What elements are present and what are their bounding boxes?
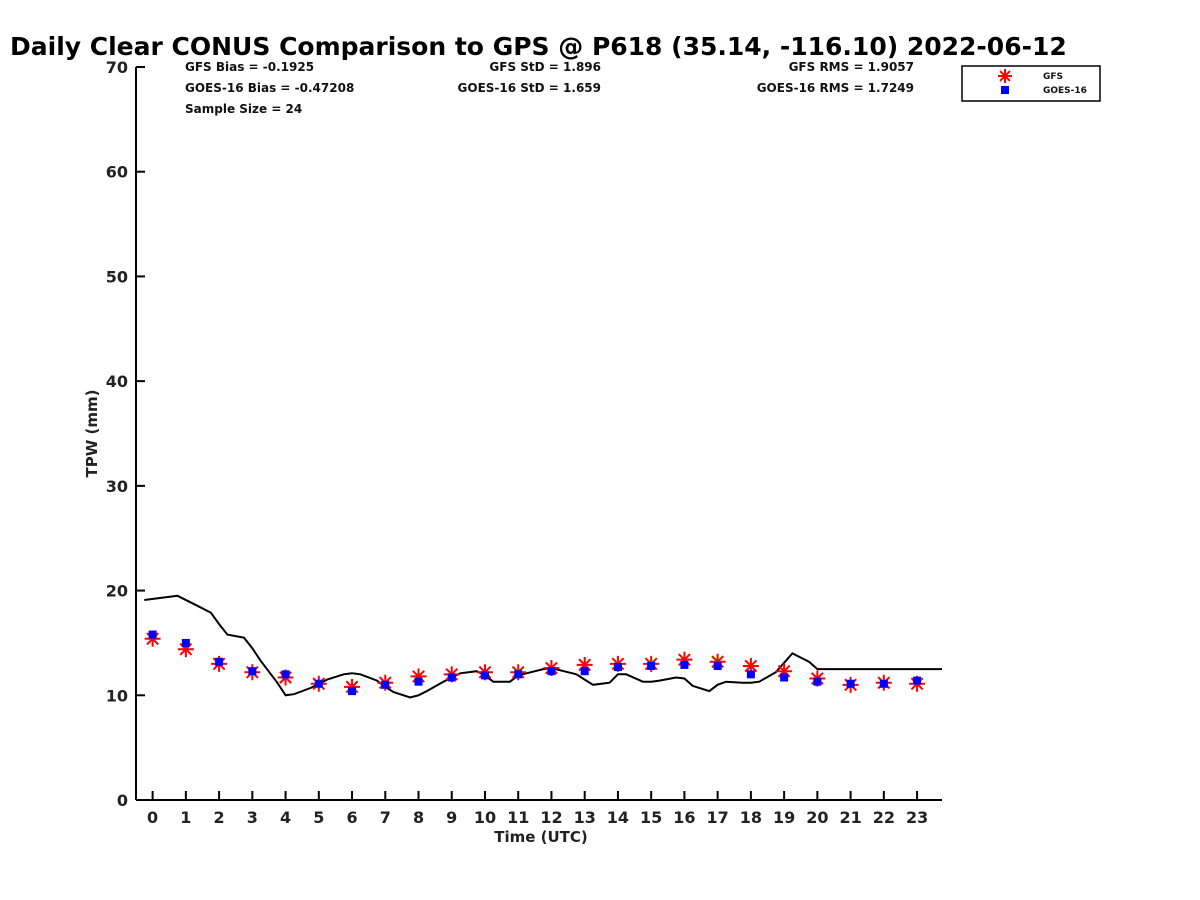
y-axis-label: TPW (mm) (83, 390, 101, 478)
goes-point (414, 677, 423, 686)
x-tick-label: 1 (180, 808, 191, 827)
x-tick-label: 23 (906, 808, 928, 827)
legend-gfs-asterisk (998, 69, 1012, 83)
chart-title: Daily Clear CONUS Comparison to GPS @ P6… (10, 32, 1067, 61)
x-tick-label: 6 (346, 808, 357, 827)
goes-rms-text: GOES-16 RMS = 1.7249 (757, 81, 914, 95)
legend-box (961, 65, 1101, 102)
goes-series-group (148, 630, 922, 696)
goes-point (381, 680, 390, 689)
y-tick-label: 20 (106, 582, 128, 601)
x-tick-label: 18 (740, 808, 762, 827)
x-tick-label: 0 (147, 808, 158, 827)
gfs-rms-text: GFS RMS = 1.9057 (789, 60, 914, 74)
goes-point (314, 679, 323, 688)
goes-point (913, 676, 922, 685)
legend-gfs-asterisk-marker (998, 69, 1012, 83)
goes-point (613, 663, 622, 672)
gfs-std-text: GFS StD = 1.896 (489, 60, 601, 74)
x-tick-label: 13 (574, 808, 596, 827)
goes-point (879, 679, 888, 688)
x-tick-label: 22 (873, 808, 895, 827)
goes-point (447, 673, 456, 682)
x-tick-label: 3 (247, 808, 258, 827)
goes-point (248, 667, 257, 676)
goes-bias-text: GOES-16 Bias = -0.47208 (185, 81, 354, 95)
x-tick-label: 20 (806, 808, 828, 827)
gfs-bias-text: GFS Bias = -0.1925 (185, 60, 314, 74)
goes-point (215, 657, 224, 666)
legend-gfs-label: GFS (1043, 72, 1063, 82)
x-tick-label: 16 (673, 808, 695, 827)
x-tick-label: 9 (446, 808, 457, 827)
y-tick-label: 40 (106, 372, 128, 391)
x-axis-label: Time (UTC) (494, 828, 588, 846)
y-tick-label: 0 (117, 791, 128, 810)
x-tick-label: 10 (474, 808, 496, 827)
goes-point (580, 667, 589, 676)
goes-point (713, 661, 722, 670)
x-tick-label: 5 (313, 808, 324, 827)
goes-point (813, 677, 822, 686)
x-tick-label: 11 (507, 808, 529, 827)
x-tick-label: 19 (773, 808, 795, 827)
goes-point (514, 670, 523, 679)
goes-point (746, 670, 755, 679)
x-tick-label: 14 (607, 808, 629, 827)
goes-point (780, 673, 789, 682)
x-tick-label: 12 (540, 808, 562, 827)
legend-goes-label: GOES-16 (1043, 86, 1087, 96)
goes-point (181, 638, 190, 647)
y-tick-label: 50 (106, 267, 128, 286)
stats-block: GFS Bias = -0.1925 GOES-16 Bias = -0.472… (185, 60, 914, 116)
goes-std-text: GOES-16 StD = 1.659 (458, 81, 601, 95)
gfs-point (742, 657, 759, 674)
goes-point (148, 630, 157, 639)
x-tick-label: 15 (640, 808, 662, 827)
x-tick-label: 4 (280, 808, 291, 827)
goes-point (680, 660, 689, 669)
y-tick-label: 70 (106, 58, 128, 77)
goes-point (480, 671, 489, 680)
legend: GFS GOES-16 (961, 65, 1101, 102)
y-tick-label: 10 (106, 686, 128, 705)
goes-point (281, 670, 290, 679)
x-tick-label: 17 (707, 808, 729, 827)
goes-point (647, 661, 656, 670)
sample-size-text: Sample Size = 24 (185, 102, 302, 116)
goes-point (846, 679, 855, 688)
x-tick-label: 7 (380, 808, 391, 827)
legend-goes-square-marker (1001, 86, 1009, 94)
y-tick-label: 30 (106, 477, 128, 496)
y-tick-label: 60 (106, 163, 128, 182)
goes-point (547, 667, 556, 676)
x-tick-label: 2 (214, 808, 225, 827)
x-tick-label: 8 (413, 808, 424, 827)
goes-point (348, 687, 357, 696)
x-tick-label: 21 (839, 808, 861, 827)
